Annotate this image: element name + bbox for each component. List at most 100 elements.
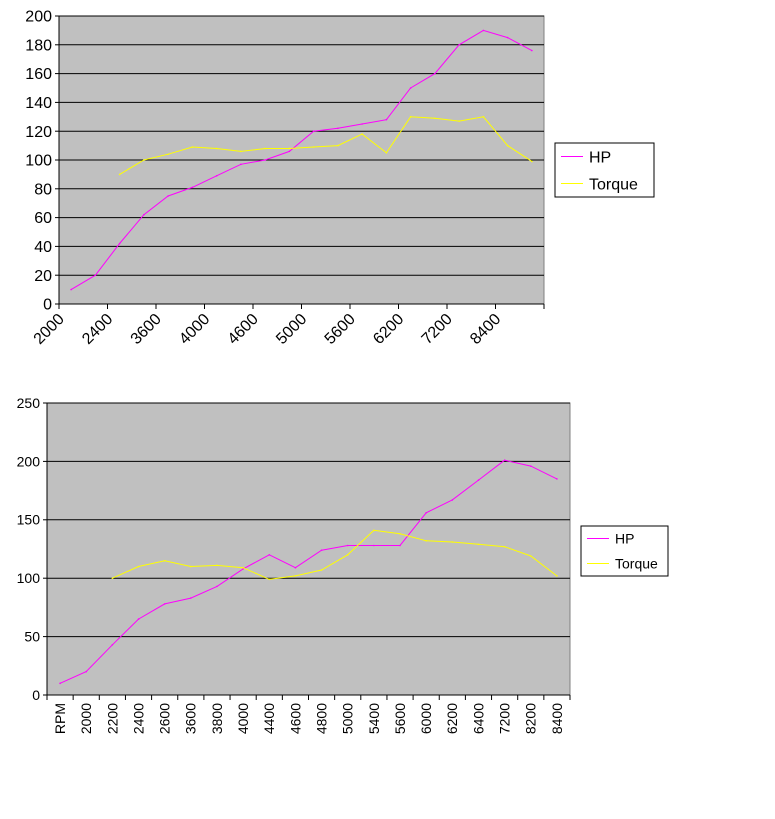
data-point-torque [482, 116, 485, 118]
x-tick-label: 4600 [225, 311, 262, 348]
data-point-torque [399, 533, 401, 535]
x-tick-label: 4800 [313, 703, 329, 734]
data-point-hp [215, 175, 218, 177]
chart-2: 0 50 100 150 200 250 RPM 2000 2200 2400 2600 3600 38… [17, 395, 669, 734]
series-line-torque [112, 529, 558, 580]
data-point-hp [503, 459, 506, 462]
data-point-torque [451, 541, 454, 543]
data-point-hp [477, 479, 480, 481]
x-tick-label: 5000 [340, 703, 356, 734]
data-point-torque [216, 564, 218, 567]
data-point-hp [361, 123, 363, 125]
x-tick-label: 4400 [261, 703, 277, 734]
data-point-hp [264, 159, 266, 161]
x-tick-label: 2000 [31, 311, 68, 348]
data-point-hp [294, 566, 297, 569]
y-tick-label: 60 [34, 210, 52, 227]
x-tick-label: 8400 [467, 311, 504, 348]
data-point-torque [361, 133, 363, 135]
x-tick-label: 8200 [523, 703, 539, 734]
x-tick-label: 4600 [287, 703, 303, 734]
data-point-torque [531, 160, 533, 163]
data-point-torque [425, 540, 427, 542]
data-point-hp [70, 288, 72, 291]
x-tick-label: 5600 [322, 311, 359, 348]
data-point-hp [482, 29, 485, 32]
legend-label-torque: Torque [589, 176, 638, 193]
x-tick-label: 3600 [183, 703, 199, 734]
y-tick-label: 0 [43, 297, 52, 314]
y-tick-label: 0 [32, 687, 40, 703]
x-tick-label: 3800 [209, 703, 225, 734]
data-point-torque [506, 144, 509, 147]
data-point-hp [337, 127, 339, 130]
x-tick-label: 6400 [470, 703, 486, 734]
data-point-hp [59, 682, 61, 685]
x-tick-label: 6000 [418, 703, 434, 734]
data-point-hp [425, 511, 427, 514]
x-tick-label: 8400 [549, 703, 565, 734]
y-tick-label: 40 [34, 239, 52, 256]
data-point-torque [477, 543, 480, 546]
y-tick-label: 100 [17, 570, 41, 586]
legend-box [554, 142, 655, 198]
data-point-hp [143, 213, 145, 216]
y-tick-label: 250 [17, 395, 41, 411]
data-point-torque [111, 577, 114, 579]
y-tick-label: 200 [25, 9, 52, 26]
data-point-torque [312, 146, 315, 148]
data-point-hp [137, 618, 140, 620]
data-point-hp [531, 49, 533, 52]
data-point-torque [434, 117, 436, 120]
series-line-hp [59, 459, 558, 684]
x-tick-label: 2200 [104, 703, 120, 734]
data-point-hp [320, 549, 323, 551]
data-point-torque [240, 150, 242, 153]
y-tick-label: 20 [34, 268, 52, 285]
data-point-torque [556, 575, 558, 577]
legend-box [580, 525, 669, 577]
data-point-hp [385, 118, 388, 121]
plot-area [46, 402, 571, 696]
x-tick-label: 7200 [419, 311, 456, 348]
x-tick-label: 3600 [128, 311, 165, 348]
data-point-torque [264, 147, 266, 150]
legend-label-hp: HP [589, 149, 611, 166]
data-point-torque [215, 147, 218, 150]
data-point-torque [373, 529, 375, 532]
data-point-hp [434, 72, 436, 75]
data-point-hp [451, 499, 454, 501]
data-point-hp [529, 465, 532, 467]
data-point-hp [240, 163, 242, 166]
data-point-torque [118, 173, 121, 176]
series-line-hp [70, 29, 533, 291]
data-point-hp [458, 44, 460, 46]
legend-label-hp: HP [615, 531, 634, 547]
y-tick-label: 200 [17, 453, 41, 469]
data-point-torque [137, 565, 140, 568]
data-point-torque [191, 146, 194, 148]
data-point-torque [409, 116, 412, 118]
data-point-hp [288, 150, 291, 153]
x-tick-label: 5600 [392, 703, 408, 734]
x-tick-label: 6200 [370, 311, 407, 348]
x-tick-label: 2000 [78, 703, 94, 734]
data-point-hp [190, 597, 192, 599]
data-point-torque [163, 559, 166, 562]
data-point-hp [399, 544, 401, 547]
x-tick-label: 4000 [235, 703, 251, 734]
x-tick-label: 2400 [130, 703, 146, 734]
x-tick-label: 4000 [176, 311, 213, 348]
data-point-torque [337, 144, 339, 147]
x-tick-label: 7200 [497, 703, 513, 734]
x-tick-label: 5000 [273, 311, 310, 348]
data-point-hp [216, 585, 218, 588]
y-tick-label: 120 [25, 124, 52, 141]
x-tick-label: RPM [52, 703, 68, 734]
series-line-torque [119, 116, 533, 175]
x-tick-label: 2600 [157, 703, 173, 734]
x-tick-label: 2400 [79, 311, 116, 348]
data-point-hp [373, 544, 375, 547]
data-point-hp [167, 195, 169, 197]
